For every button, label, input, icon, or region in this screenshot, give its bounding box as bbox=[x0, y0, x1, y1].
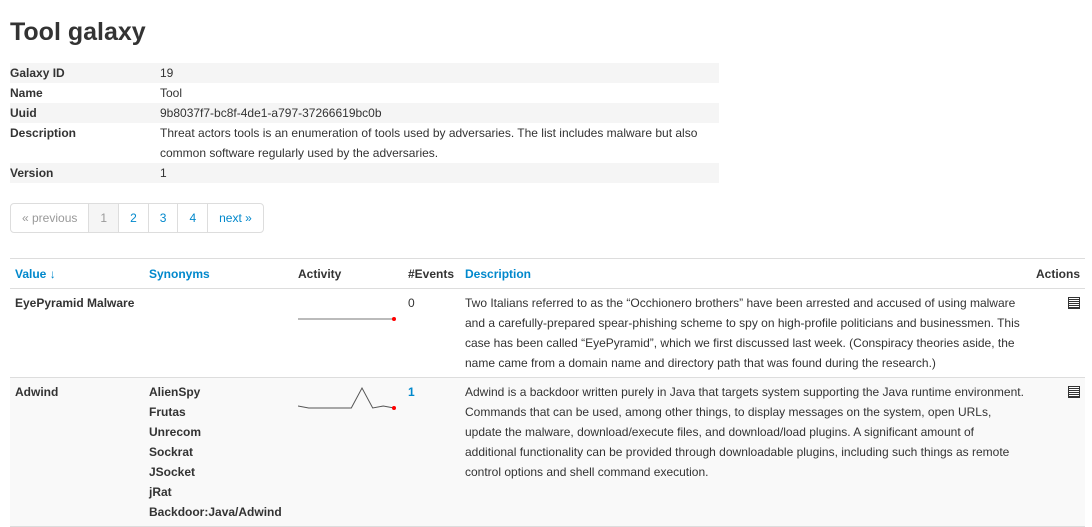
detail-label: Uuid bbox=[10, 106, 37, 120]
detail-row: Name Tool bbox=[10, 83, 719, 103]
activity-sparkline bbox=[293, 288, 403, 378]
sort-value[interactable]: Value ↓ bbox=[10, 258, 144, 289]
synonyms-cell: AlienSpy Frutas Unrecom Sockrat JSocket jRat B… bbox=[144, 377, 293, 527]
synonym: Unrecom bbox=[149, 425, 202, 439]
page-3[interactable]: 3 bbox=[147, 204, 178, 232]
synonym: JSocket bbox=[149, 465, 196, 479]
page-1[interactable]: 1 bbox=[88, 204, 119, 232]
detail-label: Name bbox=[10, 86, 43, 100]
detail-value: Threat actors tools is an enumeration of… bbox=[160, 126, 698, 160]
detail-label: Galaxy ID bbox=[10, 66, 65, 80]
next-page[interactable]: next » bbox=[207, 204, 263, 232]
col-events: #Events bbox=[403, 258, 460, 289]
detail-value: 1 bbox=[160, 166, 167, 180]
cluster-description: Adwind is a backdoor written purely in J… bbox=[460, 377, 1030, 527]
detail-label: Description bbox=[10, 126, 77, 140]
events-link[interactable]: 1 bbox=[408, 385, 415, 399]
synonym: AlienSpy bbox=[149, 385, 201, 399]
sort-description[interactable]: Description bbox=[460, 258, 1030, 289]
actions-cell bbox=[1030, 377, 1085, 527]
events-cell: 1 bbox=[403, 377, 460, 527]
list-icon[interactable] bbox=[1068, 386, 1080, 398]
table-row: EyePyramid Malware 0 Two Italians referr… bbox=[10, 288, 1085, 378]
detail-value: 9b8037f7-bc8f-4de1-a797-37266619bc0b bbox=[160, 106, 382, 120]
sparkline-endpoint bbox=[392, 406, 396, 410]
detail-value: Tool bbox=[160, 86, 183, 100]
sort-synonyms[interactable]: Synonyms bbox=[144, 258, 293, 289]
synonym: jRat bbox=[149, 485, 172, 499]
clusters-table: Value ↓ Synonyms Activity #Events Descri… bbox=[10, 258, 1085, 527]
synonym: Backdoor:Java/Adwind bbox=[149, 505, 282, 519]
synonym: Frutas bbox=[149, 405, 186, 419]
detail-label: Version bbox=[10, 166, 54, 180]
events-cell: 0 bbox=[403, 288, 460, 378]
previous-page[interactable]: « previous bbox=[22, 211, 78, 225]
cluster-value[interactable]: EyePyramid Malware bbox=[10, 288, 144, 378]
synonym: Sockrat bbox=[149, 445, 194, 459]
sparkline-endpoint bbox=[392, 317, 396, 321]
col-activity: Activity bbox=[293, 258, 403, 289]
actions-cell bbox=[1030, 288, 1085, 378]
cluster-value[interactable]: Adwind bbox=[10, 377, 144, 527]
page-2[interactable]: 2 bbox=[118, 204, 148, 232]
page-4[interactable]: 4 bbox=[177, 204, 207, 232]
events-count: 0 bbox=[408, 296, 415, 310]
pagination: « previous 1 2 3 4 next » bbox=[10, 203, 264, 233]
detail-row: Version 1 bbox=[10, 163, 719, 183]
sparkline-line bbox=[297, 386, 395, 409]
detail-row: Uuid 9b8037f7-bc8f-4de1-a797-37266619bc0b bbox=[10, 103, 719, 123]
detail-row: Galaxy ID 19 bbox=[10, 63, 719, 83]
table-row: Adwind AlienSpy Frutas Unrecom Sockrat JSock… bbox=[10, 377, 1085, 527]
cluster-description: Two Italians referred to as the “Occhion… bbox=[460, 288, 1030, 378]
col-actions: Actions bbox=[1030, 258, 1085, 289]
list-icon[interactable] bbox=[1068, 297, 1080, 309]
synonyms-cell bbox=[144, 288, 293, 378]
page-title: Tool galaxy bbox=[10, 18, 146, 46]
detail-value: 19 bbox=[160, 66, 174, 80]
detail-row: Description Threat actors tools is an enu… bbox=[10, 123, 719, 163]
galaxy-details: Galaxy ID 19 Name Tool Uuid 9b8037f7-bc8f-4de… bbox=[10, 63, 719, 183]
activity-sparkline bbox=[293, 377, 403, 527]
